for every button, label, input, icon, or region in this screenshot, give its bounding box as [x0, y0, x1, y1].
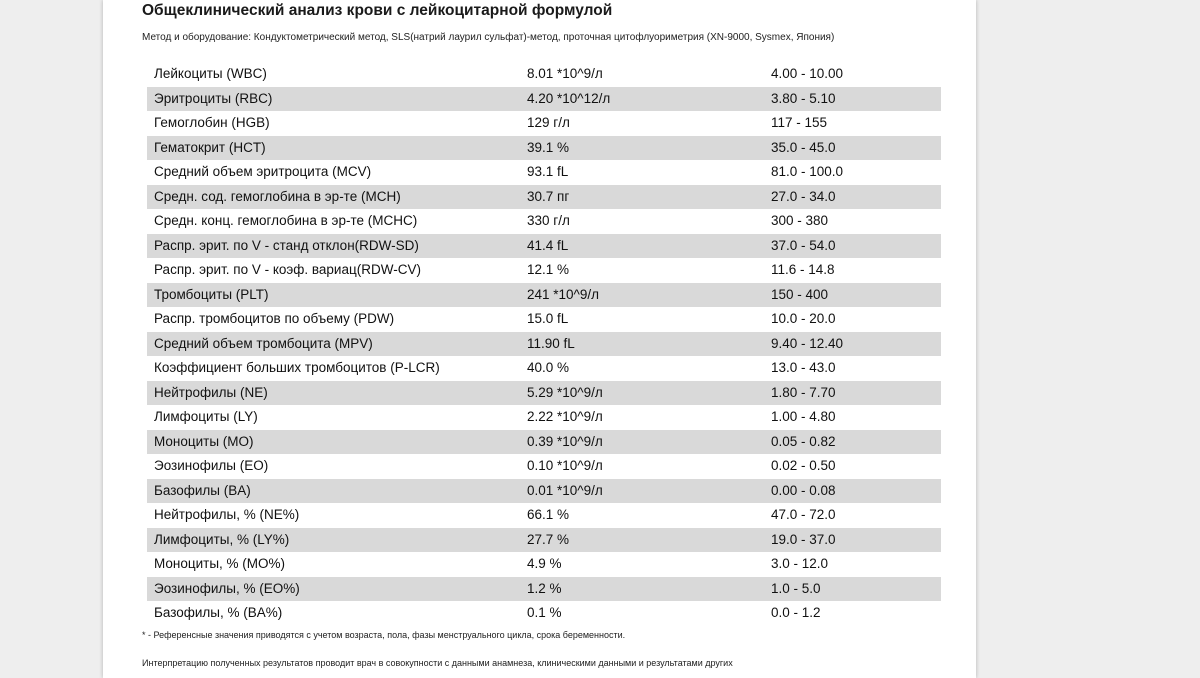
test-name: Коэффициент больших тромбоцитов (P-LCR): [154, 360, 440, 375]
results-table: Лейкоциты (WBC) 8.01 *10^9/л 4.00 - 10.00 Э…: [147, 62, 941, 626]
reference-range: 0.00 - 0.08: [771, 482, 836, 498]
test-value: 12.1 %: [527, 262, 570, 277]
test-name: Нейтрофилы, % (NE%): [154, 507, 300, 522]
test-name: Распр. тромбоцитов по объему (PDW): [154, 311, 395, 326]
reference-range: 4.00 - 10.00: [771, 66, 844, 81]
reference-range: 3.0 - 12.0: [771, 556, 829, 571]
result-row: Средний объем тромбоцита (MPV) 11.90 fL 9.…: [147, 331, 941, 356]
document-page: Общеклинический анализ крови с лейкоцита…: [103, 0, 976, 678]
test-name: Гемоглобин (HGB): [154, 115, 270, 130]
result-row: Гемоглобин (HGB) 129 г/л 117 - 155: [147, 111, 941, 136]
test-name: Средний объем эритроцита (MCV): [154, 164, 372, 179]
result-row: Распр. тромбоцитов по объему (PDW) 15.0 f…: [147, 307, 941, 332]
test-name: Распр. эрит. по V - станд отклон(RDW-SD): [154, 237, 419, 253]
reference-range: 19.0 - 37.0: [771, 531, 836, 547]
test-name: Лейкоциты (WBC): [154, 66, 267, 81]
test-value: 30.7 пг: [527, 188, 570, 204]
test-value: 0.01 *10^9/л: [527, 482, 603, 498]
test-value: 0.39 *10^9/л: [527, 433, 603, 449]
test-value: 15.0 fL: [527, 311, 569, 326]
result-row: Лимфоциты, % (LY%) 27.7 % 19.0 - 37.0: [147, 527, 941, 552]
result-row: Коэффициент больших тромбоцитов (P-LCR) 4…: [147, 356, 941, 381]
test-name: Распр. эрит. по V - коэф. вариац(RDW-CV): [154, 262, 421, 277]
reference-range: 9.40 - 12.40: [771, 335, 844, 351]
method-description: Метод и оборудование: Кондуктометрически…: [142, 32, 835, 43]
reference-range: 3.80 - 5.10: [771, 90, 836, 106]
result-row: Базофилы, % (BA%) 0.1 % 0.0 - 1.2: [147, 601, 941, 626]
test-name: Гематокрит (HCT): [154, 139, 266, 155]
result-row: Гематокрит (HCT) 39.1 % 35.0 - 45.0: [147, 135, 941, 160]
test-name: Моноциты (MO): [154, 433, 254, 449]
reference-range: 117 - 155: [771, 115, 828, 130]
result-row: Нейтрофилы (NE) 5.29 *10^9/л 1.80 - 7.70: [147, 380, 941, 405]
test-value: 4.9 %: [527, 556, 562, 571]
reference-footnote: * - Референсные значения приводятся с уч…: [142, 630, 626, 640]
result-row: Средн. конц. гемоглобина в эр-те (MCHC) 3…: [147, 209, 941, 234]
reference-range: 35.0 - 45.0: [771, 139, 836, 155]
result-row: Распр. эрит. по V - коэф. вариац(RDW-CV)…: [147, 258, 941, 283]
test-name: Базофилы (BA): [154, 482, 251, 498]
reference-range: 300 - 380: [771, 213, 829, 228]
test-name: Нейтрофилы (NE): [154, 384, 268, 400]
result-row: Моноциты (MO) 0.39 *10^9/л 0.05 - 0.82: [147, 429, 941, 454]
test-value: 1.2 %: [527, 580, 562, 596]
test-name: Лимфоциты, % (LY%): [154, 531, 290, 547]
test-value: 40.0 %: [527, 360, 570, 375]
reference-range: 1.0 - 5.0: [771, 580, 821, 596]
result-row: Моноциты, % (MO%) 4.9 % 3.0 - 12.0: [147, 552, 941, 577]
test-name: Базофилы, % (BA%): [154, 605, 283, 620]
result-row: Средний объем эритроцита (MCV) 93.1 fL 81.…: [147, 160, 941, 185]
reference-range: 0.0 - 1.2: [771, 605, 821, 620]
result-row: Распр. эрит. по V - станд отклон(RDW-SD)…: [147, 233, 941, 258]
reference-range: 81.0 - 100.0: [771, 164, 844, 179]
result-row: Базофилы (BA) 0.01 *10^9/л 0.00 - 0.08: [147, 478, 941, 503]
test-value: 93.1 fL: [527, 164, 569, 179]
test-value: 11.90 fL: [527, 335, 575, 351]
document-title: Общеклинический анализ крови с лейкоцита…: [142, 2, 613, 19]
reference-range: 0.05 - 0.82: [771, 433, 836, 449]
test-name: Средн. конц. гемоглобина в эр-те (MCHC): [154, 213, 418, 228]
test-value: 0.1 %: [527, 605, 562, 620]
result-row: Лейкоциты (WBC) 8.01 *10^9/л 4.00 - 10.00: [147, 62, 941, 87]
test-name: Эритроциты (RBC): [154, 90, 273, 106]
test-name: Тромбоциты (PLT): [154, 286, 269, 302]
test-value: 66.1 %: [527, 507, 570, 522]
reference-range: 13.0 - 43.0: [771, 360, 836, 375]
test-name: Эозинофилы, % (EO%): [154, 580, 300, 596]
reference-range: 1.00 - 4.80: [771, 409, 836, 424]
test-value: 330 г/л: [527, 213, 570, 228]
test-value: 129 г/л: [527, 115, 570, 130]
result-row: Тромбоциты (PLT) 241 *10^9/л 150 - 400: [147, 282, 941, 307]
test-value: 241 *10^9/л: [527, 286, 600, 302]
result-row: Лимфоциты (LY) 2.22 *10^9/л 1.00 - 4.80: [147, 405, 941, 430]
test-name: Лимфоциты (LY): [154, 409, 258, 424]
test-name: Средний объем тромбоцита (MPV): [154, 335, 373, 351]
test-value: 39.1 %: [527, 139, 570, 155]
result-row: Эозинофилы, % (EO%) 1.2 % 1.0 - 5.0: [147, 576, 941, 601]
result-row: Средн. сод. гемоглобина в эр-те (MCH) 30.…: [147, 184, 941, 209]
test-value: 0.10 *10^9/л: [527, 458, 603, 473]
interpretation-note: Интерпретацию полученных результатов про…: [142, 658, 733, 668]
result-row: Нейтрофилы, % (NE%) 66.1 % 47.0 - 72.0: [147, 503, 941, 528]
reference-range: 1.80 - 7.70: [771, 384, 836, 400]
reference-range: 27.0 - 34.0: [771, 188, 836, 204]
test-value: 8.01 *10^9/л: [527, 66, 603, 81]
reference-range: 37.0 - 54.0: [771, 237, 836, 253]
test-value: 2.22 *10^9/л: [527, 409, 603, 424]
test-value: 5.29 *10^9/л: [527, 384, 603, 400]
result-row: Эозинофилы (EO) 0.10 *10^9/л 0.02 - 0.50: [147, 454, 941, 479]
reference-range: 150 - 400: [771, 286, 829, 302]
reference-range: 11.6 - 14.8: [771, 262, 835, 277]
reference-range: 0.02 - 0.50: [771, 458, 836, 473]
test-name: Средн. сод. гемоглобина в эр-те (MCH): [154, 188, 401, 204]
test-name: Моноциты, % (MO%): [154, 556, 286, 571]
test-value: 41.4 fL: [527, 237, 569, 253]
result-row: Эритроциты (RBC) 4.20 *10^12/л 3.80 - 5.10: [147, 86, 941, 111]
test-value: 4.20 *10^12/л: [527, 90, 611, 106]
reference-range: 47.0 - 72.0: [771, 507, 836, 522]
test-name: Эозинофилы (EO): [154, 458, 269, 473]
test-value: 27.7 %: [527, 531, 570, 547]
reference-range: 10.0 - 20.0: [771, 311, 836, 326]
